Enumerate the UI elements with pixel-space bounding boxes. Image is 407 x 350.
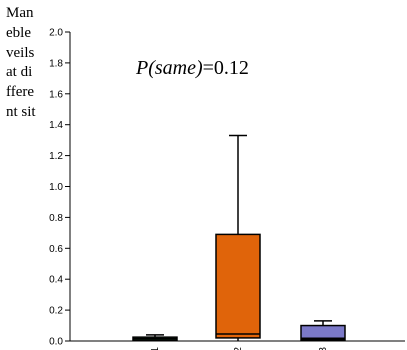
y-tick-label: 1.2 [49,151,63,162]
y-axis-label: Manebleveils at different sit [6,5,36,120]
annotation: P(same)=0.12 [135,57,249,79]
y-tick-label: 1.8 [49,58,63,69]
y-tick-label: 1.4 [49,120,63,131]
box-body [215,233,261,339]
x-tick-label: 3 [318,347,329,350]
y-tick-label: 1.6 [49,89,63,100]
y-ticks: 0.0 0.2 0.4 0.6 0.8 1.0 1.2 1.4 1.6 1.8 2.0 [49,28,70,348]
x-ticks: 1 2 3 [150,347,329,350]
y-tick-label: 2.0 [49,28,63,39]
boxes [132,134,346,341]
y-tick-label: 0.2 [49,306,63,317]
annotation-suffix: =0.12 [203,57,249,79]
x-tick-label: 2 [233,347,244,350]
box-2 [215,134,261,341]
box-body [300,324,346,341]
box-1 [132,334,178,341]
y-tick-label: 0.0 [49,337,63,348]
y-tick-label: 0.4 [49,275,63,286]
x-tick-label: 1 [150,347,161,350]
annotation-prefix: P(same) [135,57,203,79]
y-tick-label: 0.8 [49,213,63,224]
y-tick-label: 0.6 [49,244,63,255]
box-3 [300,320,346,341]
y-tick-label: 1.0 [49,182,63,193]
